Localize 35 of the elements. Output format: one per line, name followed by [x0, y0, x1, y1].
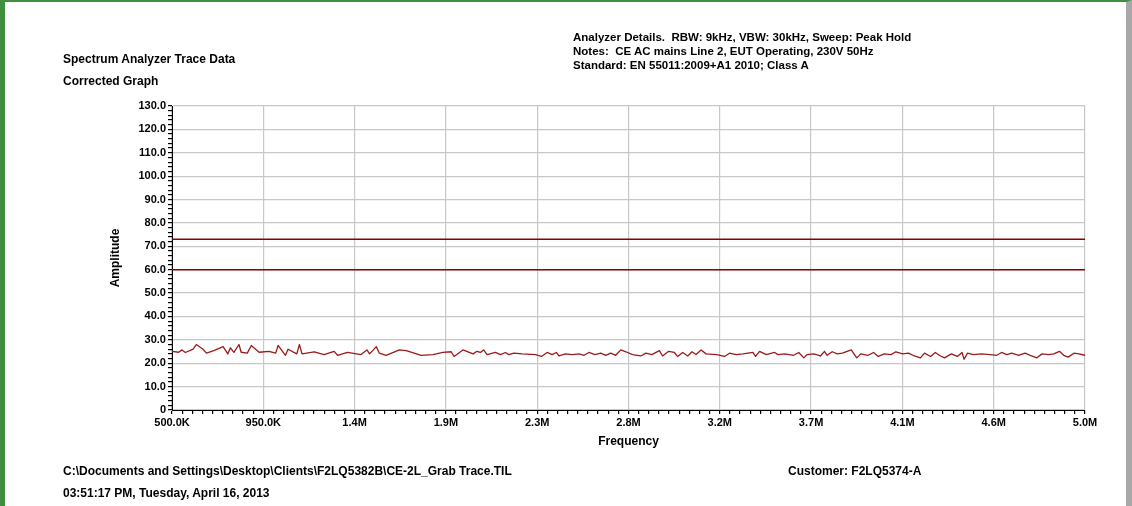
x-tick-label: 4.6M [981, 415, 1006, 428]
y-tick-label: 70.0 [144, 239, 166, 252]
y-tick-label: 20.0 [144, 356, 166, 369]
y-tick-label: 110.0 [139, 145, 166, 158]
x-tick-label: 3.7M [798, 415, 824, 428]
y-tick-label: 130.0 [138, 99, 166, 112]
x-tick-label: 2.3M [524, 415, 550, 428]
y-tick-label: 50.0 [144, 286, 166, 299]
y-tick-label: 40.0 [144, 309, 166, 322]
y-tick-label: 10.0 [144, 379, 166, 392]
y-tick-label: 80.0 [144, 215, 166, 228]
y-axis-title: Amplitude [107, 228, 122, 288]
y-tick-label: 0 [159, 403, 166, 416]
x-axis-title: Frequency [598, 434, 660, 449]
chart-title: Spectrum Analyzer Trace Data [63, 52, 236, 66]
x-tick-label: 5.0M [1072, 415, 1098, 428]
y-tick-label: 60.0 [144, 262, 166, 275]
x-tick-label: 4.1M [890, 415, 915, 428]
y-tick-label: 100.0 [138, 169, 166, 182]
y-tick-label: 30.0 [144, 332, 166, 345]
text: Analyzer Details. RBW: 9kHz, VBW: 30kHz, Sweep: Peak Hold [573, 31, 912, 44]
x-tick-label: 500.0K [154, 415, 190, 428]
text: C:\Documents and Settings\Desktop\Clients\F2LQ5382B\CE-2L_Grab Trace.TIL [63, 464, 512, 478]
x-tick-label: 1.4M [342, 415, 367, 428]
x-tick-label: 2.8M [616, 415, 641, 428]
y-tick-label: 120.0 [138, 122, 166, 135]
text: 03:51:17 PM, Tuesday, April 16, 2013 [63, 486, 270, 500]
x-tick-label: 3.2M [707, 415, 733, 428]
chart-subtitle: Corrected Graph [63, 74, 159, 88]
x-tick-label: 1.9M [433, 415, 459, 428]
y-tick-label: 90.0 [144, 192, 166, 205]
text: Customer: F2LQ5374-A [788, 464, 922, 478]
text: Notes: CE AC mains Line 2, EUT Operating, 230V 50Hz [573, 45, 874, 58]
x-tick-label: 950.0K [245, 415, 282, 428]
text: Standard: EN 55011:2009+A1 2010; Class A [573, 59, 809, 72]
